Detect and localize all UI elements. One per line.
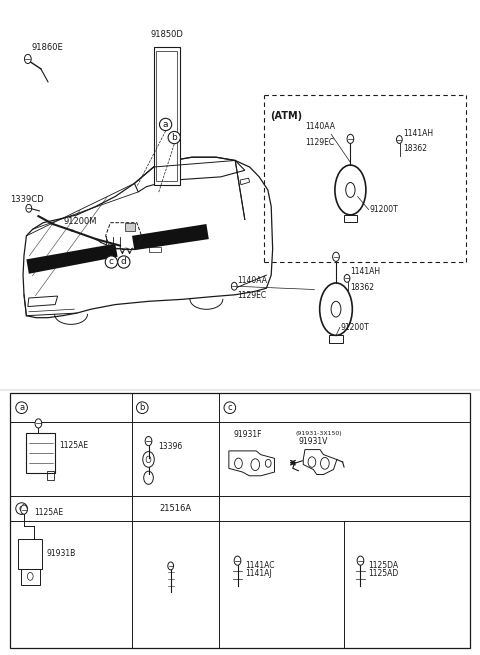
Text: 91931V: 91931V [299, 437, 328, 445]
Text: a: a [163, 120, 168, 129]
Circle shape [35, 419, 42, 428]
Text: 91200T: 91200T [341, 323, 370, 332]
Text: c: c [228, 403, 232, 412]
Text: 1129EC: 1129EC [238, 291, 267, 301]
Circle shape [231, 282, 237, 290]
Text: 13396: 13396 [158, 442, 182, 451]
Circle shape [21, 505, 27, 514]
Circle shape [333, 252, 339, 261]
Circle shape [347, 134, 354, 143]
Text: 18362: 18362 [350, 283, 374, 292]
Text: 1140AA: 1140AA [305, 122, 335, 131]
Text: 91200T: 91200T [370, 205, 398, 214]
Text: b: b [140, 403, 145, 412]
Text: 1125DA: 1125DA [368, 561, 398, 571]
Text: 91200M: 91200M [63, 217, 97, 226]
Text: b: b [171, 133, 177, 142]
Text: 1125AE: 1125AE [59, 441, 88, 449]
Text: 1125AE: 1125AE [35, 508, 64, 517]
Text: 18362: 18362 [403, 144, 427, 153]
Text: 1141AC: 1141AC [245, 561, 275, 571]
FancyBboxPatch shape [125, 223, 135, 231]
Circle shape [168, 562, 174, 570]
Polygon shape [132, 224, 209, 250]
Text: 91860E: 91860E [31, 43, 63, 52]
Text: 21516A: 21516A [159, 504, 192, 513]
Text: 91931F: 91931F [234, 430, 262, 439]
Text: 1339CD: 1339CD [11, 195, 44, 204]
Text: (91931-3X150): (91931-3X150) [295, 432, 342, 436]
Text: (ATM): (ATM) [270, 111, 302, 121]
Text: 91850D: 91850D [151, 30, 183, 39]
Text: 1129EC: 1129EC [305, 138, 334, 147]
Text: 1141AH: 1141AH [350, 267, 381, 276]
Text: d: d [121, 257, 127, 267]
Circle shape [396, 136, 402, 143]
Text: 1141AJ: 1141AJ [245, 569, 272, 578]
Text: 91931B: 91931B [46, 550, 75, 558]
Circle shape [357, 556, 364, 565]
Circle shape [344, 274, 350, 282]
Circle shape [234, 556, 241, 565]
Text: a: a [19, 403, 24, 412]
Polygon shape [26, 244, 118, 274]
Circle shape [145, 436, 152, 445]
FancyBboxPatch shape [154, 47, 180, 185]
Text: 1125AD: 1125AD [368, 569, 398, 578]
Circle shape [24, 54, 31, 64]
Text: c: c [109, 257, 114, 267]
Text: 1140AA: 1140AA [238, 276, 268, 285]
Text: 1141AH: 1141AH [403, 128, 433, 138]
Circle shape [26, 204, 32, 212]
Text: d: d [19, 504, 24, 513]
